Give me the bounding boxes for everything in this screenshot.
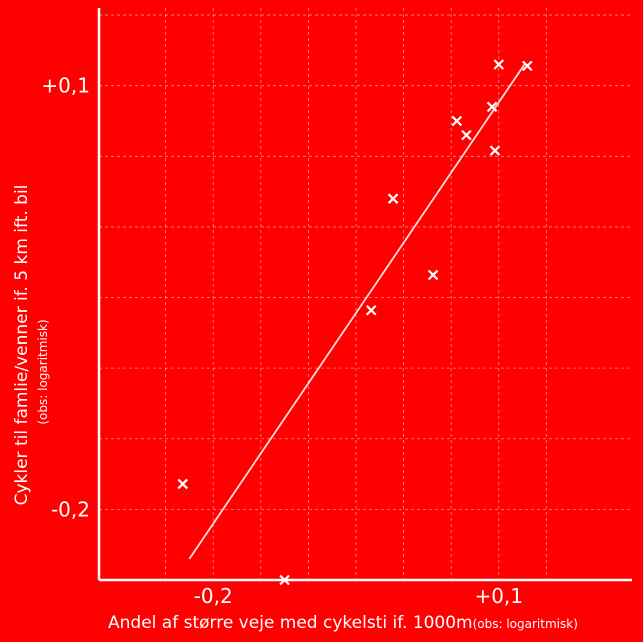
y-axis-label: Cykler til famlie/venner if. 5 km ift. b… [12,185,32,506]
x-axis-label: Andel af større veje med cykelsti if. 10… [108,613,578,633]
x-tick-label: -0,2 [194,584,233,608]
x-axis-title: Andel af større veje med cykelsti if. 10… [108,613,473,633]
data-point [451,115,463,127]
data-point [493,59,505,70]
y-tick-label: +0,1 [41,74,90,98]
data-point [427,269,439,281]
data-point [365,304,377,316]
data-point [486,101,498,113]
data-point [177,478,189,490]
data-point [489,145,501,156]
y-axis-note: (obs: logaritmisk) [36,319,50,424]
trendline-group [188,63,526,560]
grid-lines [99,8,632,581]
data-point [522,60,533,72]
x-axis-note: (obs: logaritmisk) [473,617,578,631]
trendline [188,63,526,560]
data-points [177,59,533,586]
tick-labels: -0,2 +0,1 +0,1 -0,2 [41,74,523,608]
data-point [461,129,472,141]
x-tick-label: +0,1 [474,584,523,608]
data-point [387,193,399,204]
y-tick-label: -0,2 [51,497,90,521]
